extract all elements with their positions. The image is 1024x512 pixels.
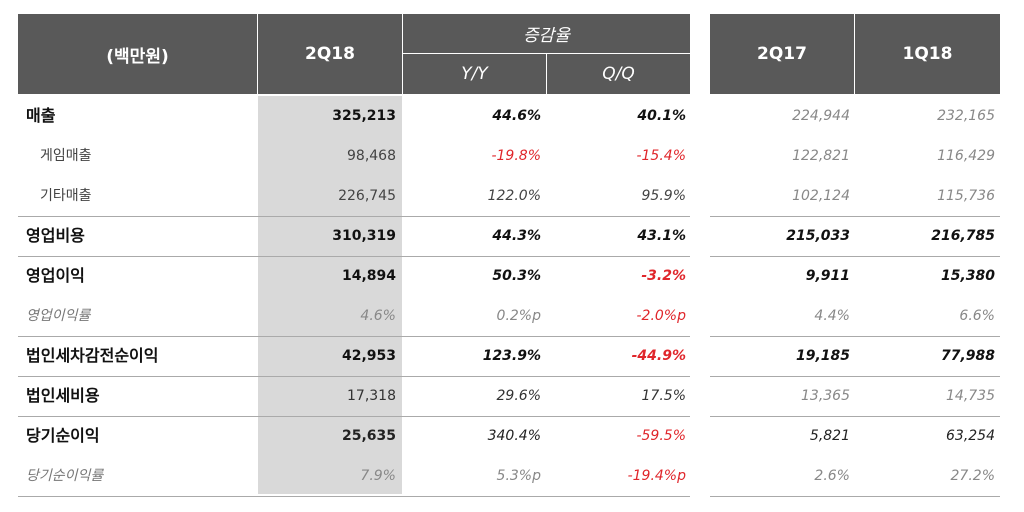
row-label: 법인세차감전순이익 [26,346,159,365]
row-label: 영업이익 [26,266,85,285]
value-cell: 42,953 [341,348,396,364]
value-cell: 232,165 [937,108,995,124]
value-cell: 63,254 [946,428,995,444]
value-cell: 43.1% [637,228,686,244]
value-cell: 44.6% [492,108,541,124]
value-cell: 25,635 [341,428,396,444]
row-divider [710,336,1000,337]
value-cell: 19,185 [795,348,850,364]
value-cell: -19.4%p [627,468,686,484]
value-cell: 215,033 [786,228,850,244]
row-label: 영업이익률 [26,308,91,324]
value-cell: 116,429 [937,148,995,164]
header-cell: 1Q18 [855,14,1000,94]
row-label: 당기순이익률 [26,468,104,484]
value-cell: 102,124 [792,188,850,204]
value-cell: 17.5% [641,388,686,404]
value-cell: 0.2%p [496,308,541,324]
value-cell: 216,785 [931,228,995,244]
row-label: 매출 [26,106,56,125]
row-divider [710,496,1000,497]
value-cell: 5,821 [809,428,850,444]
value-cell: 5.3%p [496,468,541,484]
value-cell: 50.3% [492,268,541,284]
row-divider [18,336,690,337]
value-cell: 226,745 [338,188,396,204]
value-cell: 17,318 [347,388,396,404]
value-cell: -3.2% [641,268,686,284]
value-cell: 77,988 [940,348,995,364]
value-cell: -19.8% [491,148,541,164]
row-divider [710,256,1000,257]
header-cell: 2Q18 [258,14,402,94]
row-divider [710,216,1000,217]
value-cell: 98,468 [347,148,396,164]
value-cell: 29.6% [496,388,541,404]
value-cell: 15,380 [940,268,995,284]
value-cell: 2.6% [814,468,850,484]
value-cell: -44.9% [631,348,686,364]
value-cell: -59.5% [636,428,686,444]
value-cell: 4.4% [814,308,850,324]
value-cell: 4.6% [360,308,396,324]
row-label: 당기순이익 [26,426,100,445]
value-cell: 44.3% [492,228,541,244]
row-divider [18,256,690,257]
header-cell: 증감율 [403,14,690,53]
highlight-column [258,96,402,494]
row-label: 영업비용 [26,226,85,245]
value-cell: 310,319 [332,228,396,244]
row-label: 법인세비용 [26,386,100,405]
header-cell: (백만원) [18,14,257,94]
value-cell: 14,735 [946,388,995,404]
value-cell: 27.2% [950,468,995,484]
header-cell: Q/Q [547,54,690,94]
value-cell: 95.9% [641,188,686,204]
value-cell: 122,821 [792,148,850,164]
header-cell: 2Q17 [710,14,854,94]
row-divider [710,376,1000,377]
row-divider [18,216,690,217]
value-cell: 325,213 [332,108,396,124]
value-cell: 9,911 [805,268,850,284]
row-divider [710,416,1000,417]
row-divider [18,376,690,377]
value-cell: 122.0% [487,188,541,204]
value-cell: 14,894 [341,268,396,284]
value-cell: -15.4% [636,148,686,164]
value-cell: 40.1% [637,108,686,124]
value-cell: 123.9% [482,348,541,364]
value-cell: 224,944 [792,108,850,124]
row-divider [18,416,690,417]
value-cell: 115,736 [937,188,995,204]
value-cell: 13,365 [801,388,850,404]
row-label: 게임매출 [40,148,92,164]
header-cell: Y/Y [403,54,546,94]
value-cell: 340.4% [487,428,541,444]
row-divider [18,496,690,497]
row-label: 기타매출 [40,188,92,204]
value-cell: -2.0%p [636,308,686,324]
value-cell: 6.6% [959,308,995,324]
value-cell: 7.9% [360,468,396,484]
